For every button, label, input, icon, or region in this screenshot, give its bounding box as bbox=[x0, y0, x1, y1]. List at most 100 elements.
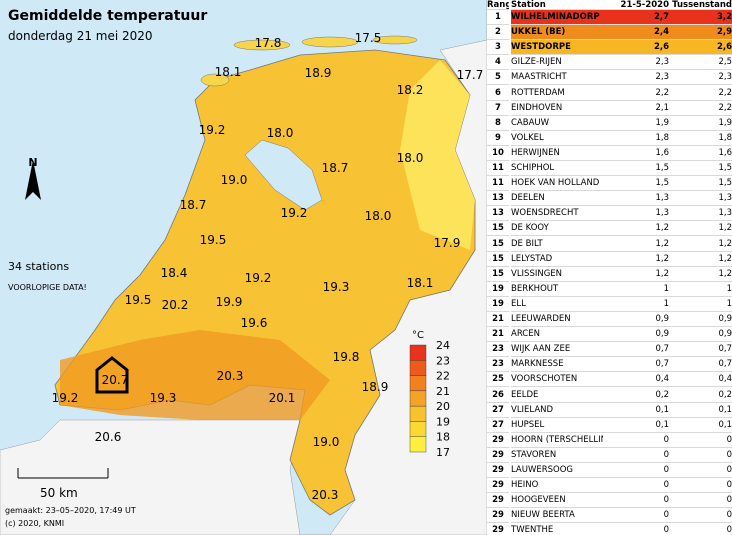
temperature-label: 19.2 bbox=[245, 271, 272, 285]
table-cell: 21 bbox=[487, 327, 509, 343]
temperature-label: 19.5 bbox=[125, 293, 152, 307]
table-cell: 1 bbox=[669, 297, 732, 312]
table-cell: 2,3 bbox=[669, 70, 732, 86]
temperature-label: 20.1 bbox=[269, 391, 296, 405]
table-cell: VOLKEL bbox=[511, 131, 603, 146]
table-cell: 21 bbox=[487, 312, 509, 327]
stations-note: 34 stations bbox=[8, 260, 69, 273]
temperature-label: 19.3 bbox=[323, 280, 350, 294]
table-cell: 21-5-2020 bbox=[603, 0, 669, 10]
table-cell: 1,2 bbox=[603, 221, 669, 237]
table-cell: VLIELAND bbox=[511, 403, 603, 418]
table-cell: 1,2 bbox=[669, 267, 732, 282]
table-cell: 23 bbox=[487, 357, 509, 373]
table-cell: 19 bbox=[487, 282, 509, 297]
temperature-label: 19.0 bbox=[221, 173, 248, 187]
table-cell: VLISSINGEN bbox=[511, 267, 603, 282]
table-cell: 15 bbox=[487, 252, 509, 267]
table-cell: 1,8 bbox=[669, 131, 732, 146]
table-cell: HUPSEL bbox=[511, 418, 603, 433]
table-cell: 1,8 bbox=[603, 131, 669, 146]
ijsselmeer bbox=[244, 139, 323, 211]
island bbox=[200, 73, 230, 87]
north-label: N bbox=[28, 156, 37, 169]
table-cell: GILZE-RIJEN bbox=[511, 55, 603, 71]
table-cell: VOORSCHOTEN bbox=[511, 372, 603, 388]
table-cell: HOORN (TERSCHELLING) bbox=[511, 433, 603, 448]
table-cell: 0,9 bbox=[603, 312, 669, 327]
table-cell: 0,9 bbox=[669, 312, 732, 327]
table-cell: 29 bbox=[487, 463, 509, 478]
temperature-label: 18.7 bbox=[180, 198, 207, 212]
table-cell: WILHELMINADORP bbox=[511, 10, 603, 25]
table-cell: 29 bbox=[487, 478, 509, 494]
table-cell: DE KOOY bbox=[511, 221, 603, 237]
footer: (c) 2020, KNMI bbox=[5, 519, 64, 528]
map: Gemiddelde temperatuur donderdag 21 mei … bbox=[0, 0, 487, 535]
temperature-label: 19.8 bbox=[333, 350, 360, 364]
table-cell: 2,4 bbox=[603, 25, 669, 41]
table-cell: 1,5 bbox=[669, 176, 732, 192]
table-cell: 13 bbox=[487, 191, 509, 207]
table-cell: 0 bbox=[669, 448, 732, 463]
table-cell: 25 bbox=[487, 372, 509, 388]
data-note: VOORLOPIGE DATA! bbox=[8, 283, 87, 292]
table-cell: 9 bbox=[487, 131, 509, 146]
table-cell: 1,2 bbox=[603, 267, 669, 282]
table-cell: 1,5 bbox=[669, 161, 732, 176]
temperature-label: 20.6 bbox=[95, 430, 122, 444]
temperature-label: 18.2 bbox=[397, 83, 424, 97]
table-cell: 1 bbox=[669, 282, 732, 297]
temperature-label: 20.7 bbox=[102, 373, 129, 387]
table-cell: WOENSDRECHT bbox=[511, 206, 603, 222]
table-cell: 5 bbox=[487, 70, 509, 86]
table-cell: 1,9 bbox=[669, 116, 732, 131]
temperature-label: 20.2 bbox=[162, 298, 189, 312]
table-cell: ARCEN bbox=[511, 327, 603, 343]
table-cell: TWENTHE bbox=[511, 523, 603, 535]
table-cell: 2,7 bbox=[603, 10, 669, 25]
legend-tick: 24 bbox=[436, 339, 450, 352]
scale-label: 50 km bbox=[40, 486, 78, 500]
table-cell: 0,7 bbox=[603, 342, 669, 358]
temperature-label: 18.9 bbox=[305, 66, 332, 80]
table-cell: 29 bbox=[487, 433, 509, 448]
table-cell: 0 bbox=[603, 508, 669, 524]
temperature-label: 19.3 bbox=[150, 391, 177, 405]
table-cell: 2,5 bbox=[669, 55, 732, 71]
table-cell: 0,7 bbox=[669, 342, 732, 358]
table-cell: HOEK VAN HOLLAND bbox=[511, 176, 603, 192]
legend-tick: 22 bbox=[436, 370, 450, 383]
table-cell: 1 bbox=[603, 297, 669, 312]
table-cell: 0 bbox=[603, 523, 669, 535]
temperature-label: 19.0 bbox=[313, 435, 340, 449]
table-cell: Station bbox=[511, 0, 603, 10]
table-cell: 0,1 bbox=[603, 418, 669, 433]
legend-swatch bbox=[409, 421, 427, 437]
table-cell: 0 bbox=[603, 448, 669, 463]
table-cell: DEELEN bbox=[511, 191, 603, 207]
legend-swatch bbox=[409, 390, 427, 407]
table-cell: 29 bbox=[487, 448, 509, 463]
table-cell: 0,2 bbox=[603, 388, 669, 403]
table-cell: HOOGEVEEN bbox=[511, 493, 603, 509]
table-cell: 0 bbox=[603, 478, 669, 494]
table-cell: CABAUW bbox=[511, 116, 603, 131]
temperature-label: 19.5 bbox=[200, 233, 227, 247]
table-cell: 4 bbox=[487, 55, 509, 71]
table-cell: 1,3 bbox=[669, 206, 732, 222]
table-cell: 0,4 bbox=[603, 372, 669, 388]
legend-tick: 23 bbox=[436, 354, 450, 367]
island bbox=[233, 39, 291, 51]
table-cell: 0 bbox=[603, 493, 669, 509]
north-arrow bbox=[25, 160, 41, 200]
table-cell: 1,2 bbox=[603, 252, 669, 267]
table-cell: DE BILT bbox=[511, 237, 603, 252]
legend-tick: 18 bbox=[436, 431, 450, 444]
table-cell: WESTDORPE bbox=[511, 40, 603, 56]
temperature-label: 19.2 bbox=[281, 206, 308, 220]
table-cell: 10 bbox=[487, 146, 509, 161]
table-cell: 29 bbox=[487, 493, 509, 509]
table-cell: 23 bbox=[487, 342, 509, 358]
table-cell: 1,2 bbox=[669, 221, 732, 237]
